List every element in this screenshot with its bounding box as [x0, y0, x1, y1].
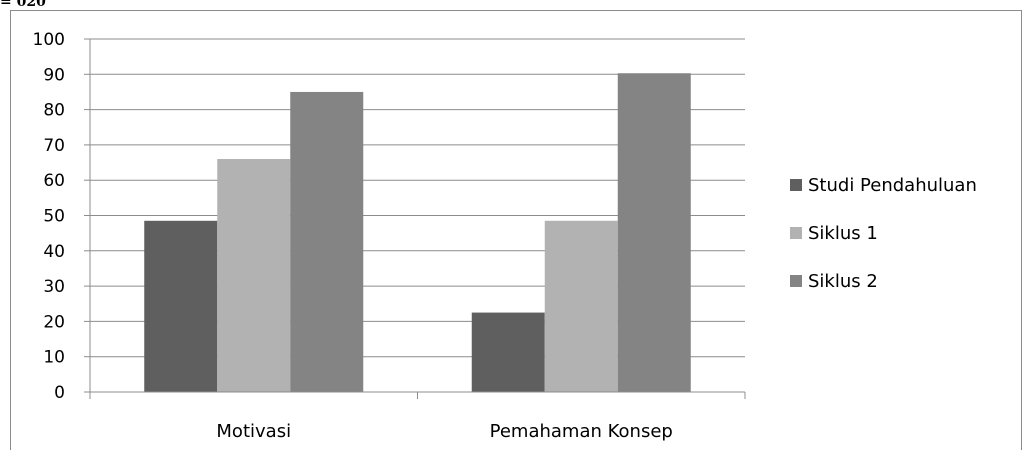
y-tick-label: 30: [43, 277, 65, 297]
figure-header-fragment: = 020: [0, 0, 46, 10]
y-tick-label: 10: [43, 348, 65, 368]
y-tick-label: 0: [54, 383, 65, 403]
legend-label: Siklus 2: [808, 271, 878, 292]
legend-swatch: [790, 179, 802, 191]
y-tick-label: 70: [43, 136, 65, 156]
axes: [89, 39, 746, 399]
y-tick-label: 100: [33, 30, 65, 50]
x-tick-label: Motivasi: [216, 421, 291, 442]
y-tick-label: 20: [43, 312, 65, 332]
bar: [217, 159, 291, 392]
legend: Studi Pendahuluan Siklus 1 Siklus 2: [790, 175, 977, 292]
bar: [544, 220, 618, 392]
bar: [617, 73, 691, 392]
legend-swatch: [790, 227, 802, 239]
bar: [471, 312, 545, 392]
y-tick-label: 90: [43, 65, 65, 85]
legend-label: Studi Pendahuluan: [808, 175, 977, 196]
bar: [290, 91, 364, 392]
chart-frame: [10, 10, 1022, 450]
bar: [144, 220, 218, 392]
y-tick-label: 40: [43, 242, 65, 262]
legend-label: Siklus 1: [808, 223, 878, 244]
y-tick-label: 50: [43, 207, 65, 227]
legend-swatch: [790, 275, 802, 287]
x-axis-labels: Motivasi Pemahaman Konsep: [216, 421, 672, 442]
y-tick-label: 80: [43, 101, 65, 121]
y-tick-label: 60: [43, 171, 65, 191]
bars: [144, 73, 691, 392]
y-axis-ticks: 0 10 20 30 40 50 60 70 80 90 100: [33, 30, 90, 403]
x-tick-label: Pemahaman Konsep: [490, 421, 673, 442]
